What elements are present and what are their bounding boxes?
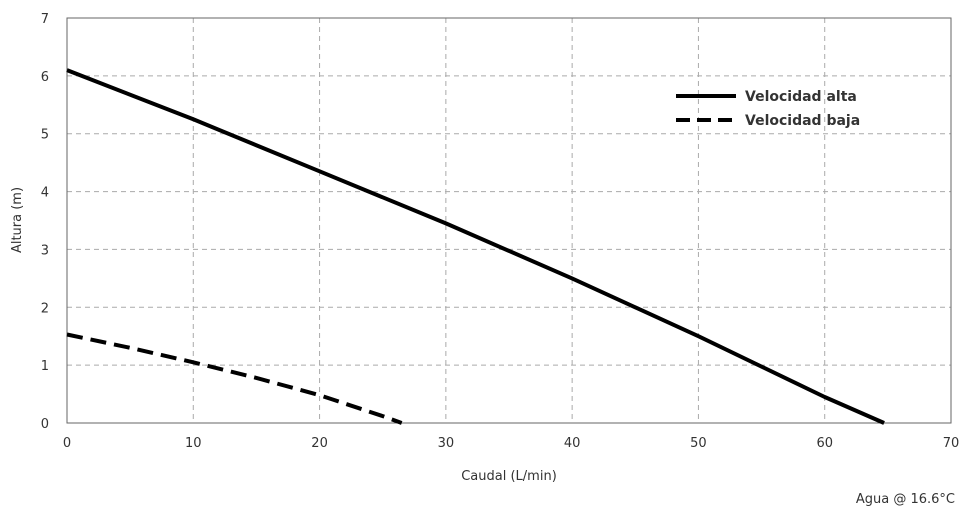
y-tick-label: 7 [41,12,49,27]
water-temperature-note: Agua @ 16.6°C [856,492,955,507]
x-tick-label: 60 [816,436,833,451]
x-axis-label: Caudal (L/min) [461,469,557,484]
series-line-velocidad-baja [67,335,402,424]
y-tick-labels: 0 1 2 3 4 5 6 7 [41,12,49,432]
x-tick-label: 20 [311,436,328,451]
x-tick-label: 10 [185,436,202,451]
legend: Velocidad alta Velocidad baja [676,89,860,129]
x-tick-label: 30 [438,436,455,451]
legend-label: Velocidad alta [745,89,857,105]
x-tick-label: 70 [943,436,960,451]
legend-label: Velocidad baja [745,113,860,129]
y-tick-label: 5 [41,128,49,143]
y-tick-label: 4 [41,186,49,201]
x-tick-label: 50 [690,436,707,451]
y-tick-label: 6 [41,70,49,85]
x-tick-label: 0 [63,436,71,451]
y-tick-label: 0 [41,417,49,432]
y-axis-label: Altura (m) [10,187,25,253]
y-tick-label: 2 [41,301,49,316]
x-tick-labels: 0 10 20 30 40 50 60 70 [63,436,959,451]
x-tick-label: 40 [564,436,581,451]
y-tick-label: 3 [41,243,49,258]
y-tick-label: 1 [41,359,49,374]
